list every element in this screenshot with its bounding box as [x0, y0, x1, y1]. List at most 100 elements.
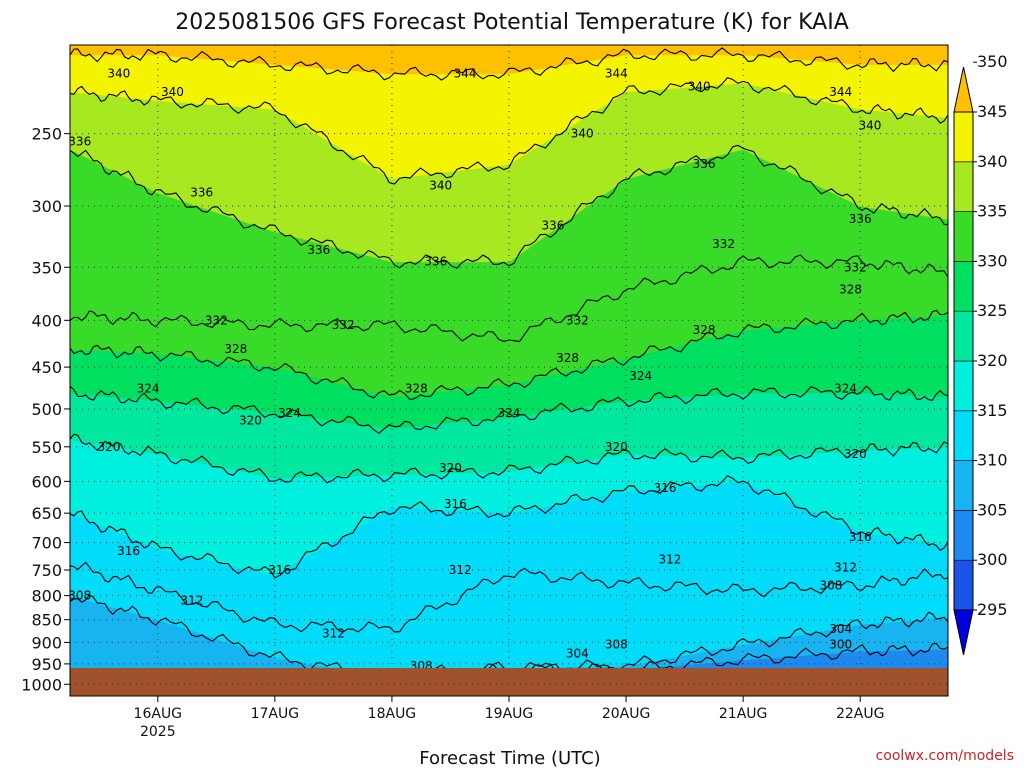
- contour-label: 324: [834, 382, 857, 396]
- y-tick-label: 350: [31, 258, 62, 277]
- isentrope-312: [70, 561, 948, 633]
- x-tick-label: 21AUG: [719, 706, 768, 722]
- isentrope-316: [70, 475, 948, 579]
- contour-label: 336: [190, 186, 213, 200]
- contour-label: 344: [829, 85, 852, 99]
- contour-label: 316: [268, 563, 291, 577]
- contour-label: 336: [541, 218, 564, 232]
- colorbar-label: 295: [977, 600, 1008, 619]
- colorbar-swatch: [953, 510, 974, 561]
- contour-label: 324: [137, 382, 160, 396]
- colorbar-label: 325: [977, 301, 1008, 320]
- contour-label: 320: [605, 440, 628, 454]
- contour-label: 308: [68, 589, 91, 603]
- colorbar-label: 320: [977, 351, 1008, 370]
- contour-label: 328: [839, 282, 862, 296]
- contour-label: 328: [693, 323, 716, 337]
- contour-label: 340: [859, 119, 882, 133]
- contour-label: 312: [322, 626, 345, 640]
- y-tick-label: 550: [31, 438, 62, 457]
- colorbar-swatch: [953, 460, 974, 511]
- contour-label: 304: [829, 622, 852, 636]
- contour-label: 316: [117, 544, 140, 558]
- contour-label: 340: [107, 67, 130, 81]
- colorbar-swatch: [953, 261, 974, 312]
- contour-label: 340: [429, 179, 452, 193]
- contour-label: 332: [712, 237, 735, 251]
- isentrope-344: [70, 47, 948, 81]
- contour-label: 336: [307, 243, 330, 257]
- contour-label: 320: [239, 414, 262, 428]
- colorbar: 295 300 305 310 315 320 325 330 335 340 345 350: [953, 52, 1008, 656]
- theta-band: [70, 45, 948, 75]
- isentrope-320: [70, 433, 948, 484]
- x-tick-label: 17AUG: [251, 706, 300, 722]
- contour-label: 320: [98, 440, 121, 454]
- contour-label: 324: [498, 406, 521, 420]
- contour-label: 304: [566, 646, 589, 660]
- contour-label: 324: [278, 406, 301, 420]
- contour-label: 336: [68, 134, 91, 148]
- isentrope-332: [70, 254, 948, 343]
- colorbar-swatch: [953, 559, 974, 611]
- colorbar-extend-low: [953, 609, 974, 656]
- colorbar-label: 305: [977, 500, 1008, 519]
- contour-label: 316: [444, 497, 467, 511]
- colorbar-swatch: [953, 310, 974, 362]
- chart-title: 2025081506 GFS Forecast Potential Temper…: [175, 10, 849, 35]
- y-tick-label: 850: [31, 611, 62, 630]
- contour-label: 308: [605, 638, 628, 652]
- contour-label: 336: [424, 255, 447, 269]
- contour-label: 312: [449, 563, 472, 577]
- x-tick-label: 19AUG: [485, 706, 534, 722]
- y-tick-label: 700: [31, 534, 62, 553]
- y-tick-label: 400: [31, 311, 62, 330]
- y-tick-label: 950: [31, 655, 62, 674]
- colorbar-label: 340: [977, 152, 1008, 171]
- contour-label: 332: [205, 313, 228, 327]
- y-tick-label: 1000: [21, 675, 62, 694]
- contour-label: 324: [629, 369, 652, 383]
- y-tick-label: 500: [31, 400, 62, 419]
- colorbar-label: 335: [977, 202, 1008, 221]
- x-tick-label: 22AUG: [836, 706, 885, 722]
- contour-label: 308: [819, 579, 842, 593]
- contour-label: 332: [566, 313, 589, 327]
- y-tick-label: 450: [31, 358, 62, 377]
- contour-label: 344: [454, 67, 477, 81]
- y-tick-label: 650: [31, 504, 62, 523]
- colorbar-label: 315: [977, 401, 1008, 420]
- y-tick-label: 900: [31, 633, 62, 652]
- contour-label: 328: [224, 342, 247, 356]
- isentrope-340: [70, 76, 948, 185]
- y-tick-label: 250: [31, 125, 62, 144]
- contour-label: 320: [844, 447, 867, 461]
- colorbar-label: 330: [977, 251, 1008, 270]
- isentrope-336: [70, 144, 948, 269]
- contour-label: 336: [849, 212, 872, 226]
- contour-label: 312: [659, 552, 682, 566]
- x-axis-title: Forecast Time (UTC): [419, 748, 600, 768]
- colorbar-swatch: [953, 360, 974, 412]
- contour-label: 316: [849, 530, 872, 544]
- credit-link[interactable]: coolwx.com/models: [876, 748, 1014, 764]
- pressure-axis: 250 300 350 400 450 500 550 600 650 700 750 800 850 9…: [21, 125, 70, 694]
- contour-label: 320: [439, 461, 462, 475]
- contour-label: 332: [844, 260, 867, 274]
- plot-area: 340 336 340 344 344 340 340 344 340 336 340 336 336 3…: [68, 45, 948, 696]
- y-tick-label: 750: [31, 561, 62, 580]
- colorbar-label: 345: [977, 102, 1008, 121]
- colorbar-extend-high: [953, 66, 974, 113]
- colorbar-swatch: [953, 111, 974, 163]
- colorbar-swatch: [953, 410, 974, 461]
- contour-label: 328: [556, 351, 579, 365]
- contour-label: 316: [654, 481, 677, 495]
- y-tick-label: 300: [31, 197, 62, 216]
- ground-surface: [70, 668, 948, 696]
- colorbar-label: 300: [977, 550, 1008, 569]
- contour-label: 340: [688, 79, 711, 93]
- contour-label: 340: [571, 127, 594, 141]
- contour-labels: 340 336 340 344 344 340 340 344 340 336 340 336 336 3…: [68, 67, 882, 681]
- x-tick-label: 16AUG: [134, 706, 183, 722]
